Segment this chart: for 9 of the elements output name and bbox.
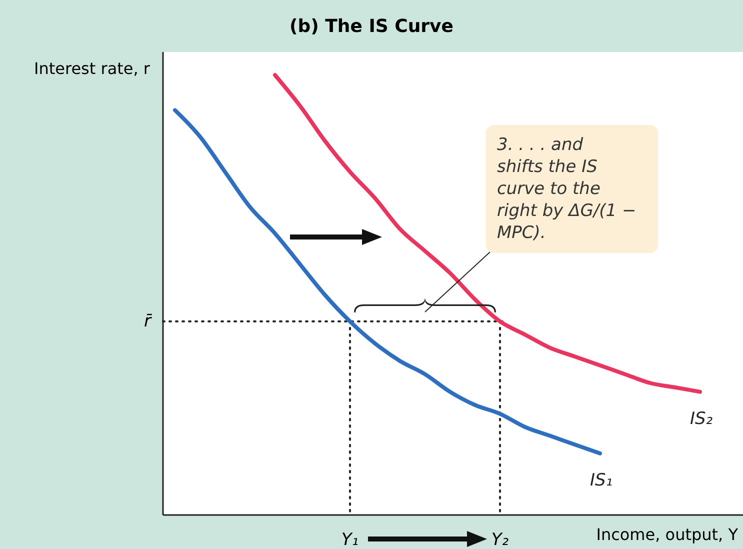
x-axis-title: Income, output, Y: [596, 525, 738, 544]
x-tick-label: Y₂: [491, 530, 509, 549]
series-label: IS₁: [590, 470, 613, 490]
series-label: IS₂: [690, 408, 713, 429]
x-tick-label: Y₁: [341, 530, 359, 549]
chart-title: (b) The IS Curve: [290, 16, 454, 37]
annotation: 3. . . . and shifts the IS curve to the right by ΔG/(1 − MPC).: [497, 135, 636, 243]
ref-line-label: r̄: [144, 311, 152, 332]
y-axis-title: Interest rate, r: [34, 59, 150, 78]
